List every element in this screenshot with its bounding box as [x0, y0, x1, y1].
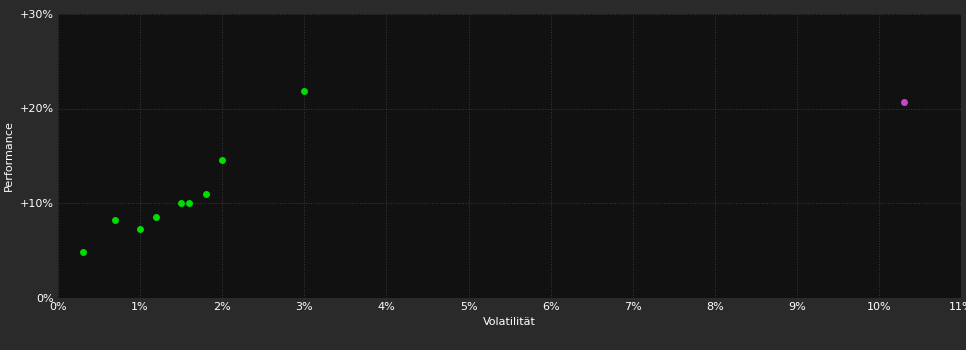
Point — [297, 89, 312, 94]
Point — [896, 99, 912, 105]
Point — [174, 200, 189, 206]
Point — [149, 214, 164, 220]
Y-axis label: Performance: Performance — [4, 120, 14, 191]
Point — [214, 158, 230, 163]
Point — [132, 227, 148, 232]
Point — [75, 249, 91, 255]
Point — [108, 217, 124, 223]
Point — [198, 191, 213, 196]
X-axis label: Volatilität: Volatilität — [483, 317, 536, 327]
Point — [182, 200, 197, 206]
